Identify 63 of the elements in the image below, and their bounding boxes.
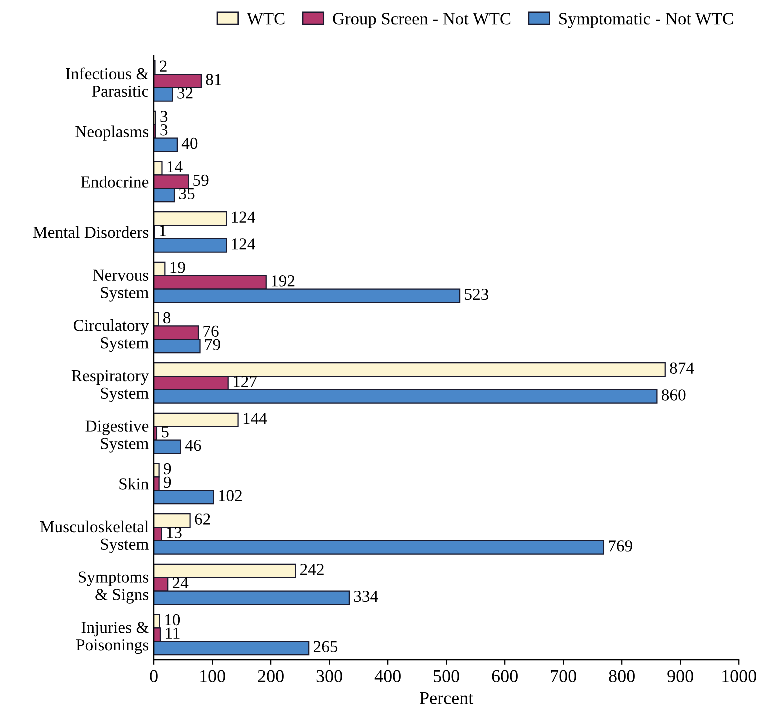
data-label: 59 [194,174,209,186]
y-tick-label: Symptoms & Signs [78,572,149,604]
data-label: 76 [204,326,219,338]
x-tick-label: 100 [200,670,226,682]
data-label: 334 [354,590,378,602]
data-label: 102 [219,490,242,502]
y-tick-label: Infectious & Parasitic [66,68,149,98]
y-tick-label: Neoplasms [76,126,149,141]
x-tick-label: 1000 [722,670,756,682]
y-tick-label: Circulatory System [74,320,150,352]
data-label: 46 [185,440,202,452]
legend-label: WTC [247,13,285,25]
data-label: 5 [162,426,169,438]
legend-label: Symptomatic - Not WTC [560,13,734,28]
x-tick-label: 300 [316,670,342,682]
y-tick-label: Mental Disorders [33,226,149,238]
y-tick-label: Digestive System [86,420,149,453]
data-label: 14 [168,161,183,172]
data-label: 9 [164,463,172,475]
data-label: 127 [234,376,258,388]
data-label: 62 [195,514,210,525]
data-label: 10 [166,614,180,626]
y-tick-label: Respiratory System [72,370,150,402]
data-label: 860 [662,390,686,401]
y-tick-label: Skin [120,478,149,490]
data-label: 35 [179,188,195,200]
data-label: 13 [167,527,182,538]
x-tick-label: 0 [150,670,158,682]
data-label: 19 [170,262,186,274]
data-label: 8 [164,312,171,324]
data-label: 40 [182,138,198,150]
x-tick-label: 600 [492,670,518,682]
data-label: 9 [164,476,172,488]
data-label: 1 [160,225,166,236]
data-label: 144 [244,413,268,424]
x-axis-title: Percent [420,692,474,704]
data-label: 192 [272,276,295,287]
y-tick-label: Injuries & Poisonings [76,622,149,654]
x-tick-label: 400 [374,670,401,682]
y-tick-label: Endocrine [81,176,149,188]
data-label: 2 [160,60,167,72]
data-label: 265 [314,641,338,652]
data-label: 3 [160,111,168,122]
data-label: 124 [232,212,256,223]
data-label: 769 [609,540,632,552]
data-label: 32 [178,88,193,99]
y-tick-label: Nervous System [93,270,149,302]
data-label: 24 [172,578,189,589]
data-label: 874 [670,362,694,374]
data-label: 79 [206,339,220,350]
y-tick-label: Musculoskeletal System [40,520,149,554]
data-label: 523 [465,288,489,300]
data-label: 3 [160,124,168,136]
x-tick-label: 500 [434,670,460,682]
x-tick-label: 700 [551,670,576,682]
data-label: 81 [206,74,222,86]
data-label: 242 [300,564,324,576]
data-label: 124 [232,238,256,250]
legend-label: Group Screen - Not WTC [333,13,511,28]
data-label: 11 [166,628,180,639]
x-tick-label: 900 [668,670,694,682]
x-tick-label: 800 [609,670,635,682]
x-tick-label: 200 [258,670,284,682]
